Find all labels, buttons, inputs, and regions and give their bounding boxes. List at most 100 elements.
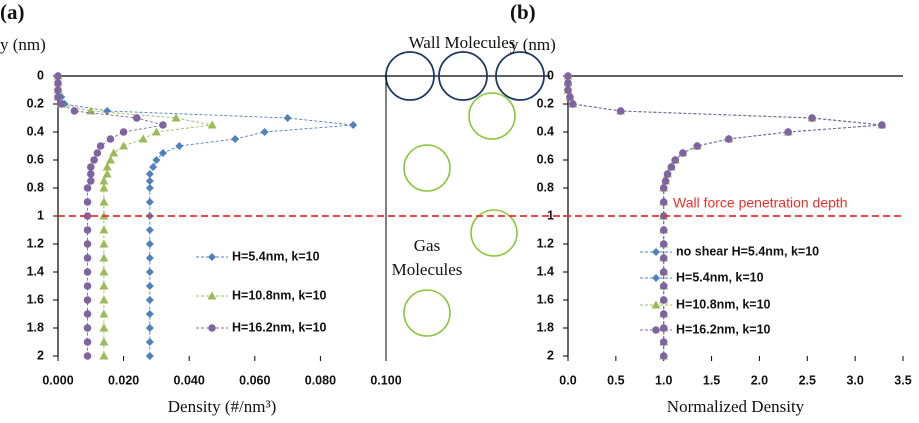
marker [99, 197, 109, 206]
y-tick-label: 0.6 [27, 152, 44, 166]
marker [171, 113, 181, 122]
y-axis-title: y (nm) [510, 35, 556, 54]
marker [105, 155, 115, 164]
legend-label: H=5.4nm, k=10 [232, 249, 320, 263]
marker [145, 184, 154, 192]
x-tick-label: 1.0 [655, 373, 672, 387]
gas-molecule [403, 289, 451, 337]
marker [652, 274, 660, 282]
x-tick-label: 3.0 [846, 373, 863, 387]
legend-label: H=16.2nm, k=10 [232, 320, 327, 334]
gas-label: Gas [414, 236, 440, 255]
gas-molecule [470, 209, 518, 257]
marker [659, 226, 668, 234]
legend-label: H=10.8nm, k=10 [676, 297, 771, 311]
y-tick-label: 1.6 [537, 292, 554, 306]
marker [99, 176, 109, 185]
marker [149, 163, 158, 171]
marker [83, 184, 92, 192]
marker [659, 240, 668, 248]
marker [93, 149, 102, 157]
marker [57, 100, 66, 108]
marker [784, 128, 792, 136]
marker [138, 134, 148, 143]
marker [106, 135, 115, 143]
marker [83, 198, 92, 206]
y-tick-label: 0.4 [27, 124, 44, 138]
y-tick-label: 0.4 [537, 124, 554, 138]
marker [83, 352, 92, 360]
marker [90, 156, 98, 164]
marker [83, 324, 92, 332]
marker [145, 324, 154, 332]
marker [83, 282, 92, 290]
marker [102, 169, 112, 178]
marker [145, 338, 154, 346]
marker [109, 148, 119, 157]
marker [159, 121, 167, 129]
marker [659, 184, 668, 192]
marker [349, 121, 358, 129]
marker [145, 198, 154, 206]
marker [83, 338, 92, 346]
marker [83, 212, 92, 220]
marker [659, 352, 668, 360]
marker [99, 267, 109, 276]
y-tick-label: 0 [547, 68, 554, 82]
marker [145, 296, 154, 304]
marker [54, 72, 62, 80]
gas-label: Molecules [392, 260, 463, 279]
marker [145, 352, 154, 360]
y-tick-label: 1 [547, 208, 554, 222]
marker [231, 135, 240, 143]
marker [99, 225, 109, 234]
marker [564, 86, 572, 94]
marker [119, 128, 128, 136]
marker [564, 72, 572, 80]
y-tick-label: 1.4 [537, 264, 554, 278]
marker [99, 323, 109, 332]
marker [566, 93, 574, 101]
marker [564, 79, 572, 87]
marker [132, 114, 141, 122]
marker [725, 135, 733, 143]
marker [54, 93, 62, 101]
marker [651, 300, 661, 309]
marker [99, 309, 109, 318]
marker [152, 156, 161, 164]
x-tick-label: 0.060 [239, 373, 270, 387]
marker [96, 142, 105, 150]
marker [99, 337, 109, 346]
marker [659, 254, 668, 262]
x-tick-label: 1.5 [703, 373, 720, 387]
marker [99, 281, 109, 290]
y-tick-label: 0.2 [27, 96, 44, 110]
panel-label: (a) [0, 0, 25, 24]
marker [83, 254, 92, 262]
marker [283, 114, 292, 122]
marker [207, 291, 217, 300]
marker [616, 107, 625, 115]
marker [207, 120, 217, 129]
marker [663, 170, 672, 178]
x-tick-label: 2.0 [751, 373, 768, 387]
x-tick-label: 0.0 [559, 373, 576, 387]
y-tick-label: 1.6 [27, 292, 44, 306]
marker [54, 86, 62, 94]
marker [103, 107, 112, 115]
marker [659, 338, 668, 346]
marker [145, 254, 154, 262]
x-tick-label: 0.080 [305, 373, 336, 387]
marker [659, 268, 668, 276]
marker [145, 268, 154, 276]
marker [102, 162, 112, 171]
marker [158, 149, 167, 157]
panel-label: (b) [510, 0, 536, 24]
y-tick-label: 1 [37, 208, 44, 222]
marker [659, 282, 668, 290]
x-tick-label: 0.020 [108, 373, 139, 387]
marker [568, 100, 577, 108]
marker [652, 248, 660, 256]
marker [878, 121, 886, 129]
